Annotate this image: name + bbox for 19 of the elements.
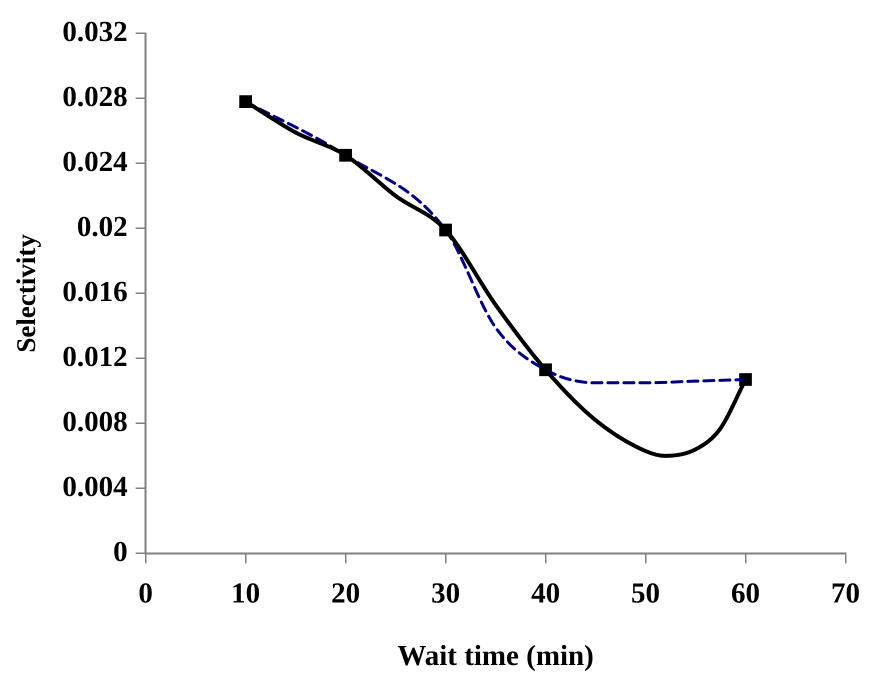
y-tick-label: 0.004 xyxy=(62,470,128,503)
x-tick-label: 10 xyxy=(231,577,260,610)
x-tick-label: 70 xyxy=(831,577,860,610)
y-tick-label: 0.028 xyxy=(62,80,128,113)
x-tick-label: 50 xyxy=(631,577,660,610)
y-tick-label: 0.032 xyxy=(62,16,128,48)
y-tick-label: 0.012 xyxy=(62,340,128,373)
x-axis-title: Wait time (min) xyxy=(397,640,594,672)
x-tick-label: 30 xyxy=(431,577,460,610)
y-tick-label: 0 xyxy=(113,536,128,568)
x-tick-label: 40 xyxy=(531,577,560,610)
y-axis-title: Selectivity xyxy=(11,234,42,353)
x-tick-label: 0 xyxy=(138,577,153,610)
x-tick-label: 60 xyxy=(731,577,760,610)
y-tick-label: 0.024 xyxy=(62,146,128,178)
x-tick-label: 20 xyxy=(331,577,360,610)
y-tick-label: 0.008 xyxy=(62,406,128,438)
y-tick-label: 0.02 xyxy=(76,210,128,243)
y-tick-label: 0.016 xyxy=(62,276,128,308)
